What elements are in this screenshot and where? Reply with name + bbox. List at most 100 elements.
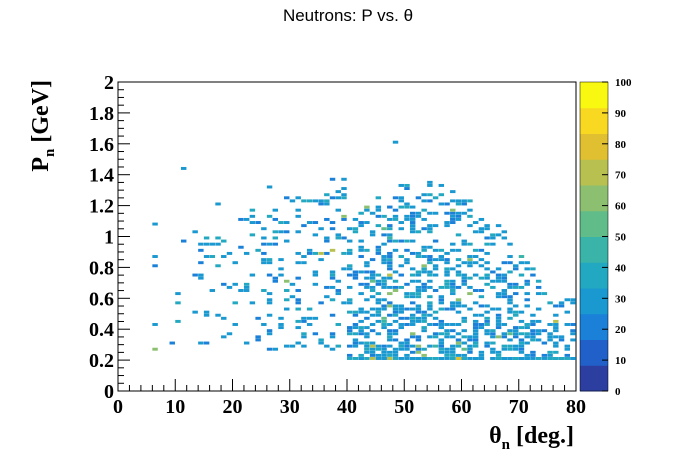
heatmap-cell — [387, 357, 393, 360]
heatmap-cell — [455, 202, 462, 206]
heatmap-cell — [392, 350, 399, 354]
heatmap-cell — [467, 199, 473, 203]
heatmap-cell — [467, 276, 473, 280]
heatmap-cell — [221, 316, 227, 320]
heatmap-cell — [324, 239, 330, 243]
heatmap-cell — [358, 282, 364, 286]
heatmap-cell — [432, 335, 439, 339]
heatmap-cell — [484, 304, 490, 308]
heatmap-cell — [478, 295, 485, 299]
heatmap-cell — [415, 350, 422, 354]
heatmap-cell — [289, 282, 296, 286]
heatmap-cell — [501, 279, 508, 283]
heatmap-cell — [513, 326, 519, 330]
heatmap-cell — [415, 255, 422, 258]
heatmap-cell — [518, 255, 525, 258]
heatmap-cell — [455, 304, 462, 308]
heatmap-cell — [306, 248, 313, 252]
heatmap-cell — [209, 289, 216, 292]
heatmap-cell — [209, 242, 216, 246]
heatmap-cell — [438, 338, 445, 342]
heatmap-cell — [432, 289, 439, 292]
heatmap-cell — [409, 350, 416, 354]
heatmap-cell — [375, 301, 382, 305]
heatmap-cell — [335, 236, 341, 240]
heatmap-cell — [432, 344, 439, 348]
heatmap-cell — [198, 242, 204, 246]
heatmap-cell — [478, 323, 485, 326]
heatmap-cell — [507, 344, 513, 348]
heatmap-cell — [524, 261, 530, 265]
heatmap-cell — [438, 301, 445, 305]
heatmap-cell — [472, 248, 479, 252]
heatmap-cell — [409, 313, 416, 317]
heatmap-cell — [472, 323, 479, 326]
heatmap-cell — [387, 301, 393, 305]
heatmap-cell — [404, 353, 410, 357]
heatmap-cell — [409, 230, 416, 234]
heatmap-cell — [553, 304, 559, 308]
heatmap-cell — [415, 214, 422, 218]
heatmap-cell — [266, 329, 273, 333]
heatmap-cell — [495, 276, 502, 280]
heatmap-cell — [450, 285, 456, 289]
heatmap-cell — [243, 282, 250, 286]
heatmap-cell — [421, 270, 427, 274]
heatmap-cell — [507, 301, 513, 305]
heatmap-cell — [381, 357, 387, 360]
heatmap-cell — [438, 357, 445, 360]
heatmap-cell — [415, 335, 422, 339]
heatmap-cell — [243, 285, 250, 289]
heatmap-cell — [455, 199, 462, 203]
heatmap-cell — [409, 295, 416, 299]
heatmap-cell — [369, 347, 376, 351]
heatmap-cell — [404, 316, 410, 320]
heatmap-cell — [352, 341, 359, 345]
colorbar-tick-label: 10 — [615, 355, 627, 367]
heatmap-cell — [495, 323, 502, 326]
heatmap-cell — [404, 258, 410, 262]
heatmap-cell — [375, 319, 382, 323]
heatmap-cell — [329, 196, 336, 200]
heatmap-cell — [398, 304, 404, 308]
heatmap-cell — [450, 190, 456, 194]
heatmap-cell — [324, 251, 330, 255]
heatmap-cell — [484, 310, 490, 314]
heatmap-cell — [358, 326, 364, 330]
heatmap-cell — [450, 344, 456, 348]
heatmap-cell — [278, 221, 284, 224]
heatmap-cell — [472, 221, 479, 224]
heatmap-cell — [450, 289, 456, 292]
heatmap-cell — [409, 227, 416, 231]
heatmap-cell — [381, 323, 387, 326]
heatmap-cell — [329, 248, 336, 252]
heatmap-cell — [364, 285, 370, 289]
heatmap-cell — [409, 267, 416, 271]
heatmap-cell — [421, 313, 427, 317]
heatmap-cell — [375, 205, 382, 209]
heatmap-cell — [312, 332, 319, 336]
heatmap-cell — [570, 323, 576, 326]
heatmap-cell — [289, 344, 296, 348]
heatmap-cell — [324, 285, 330, 289]
heatmap-cell — [535, 338, 542, 342]
heatmap-cell — [364, 347, 370, 351]
colorbar-segment — [580, 185, 608, 212]
heatmap-cell — [444, 211, 450, 215]
heatmap-cell — [530, 332, 536, 336]
heatmap-cell — [203, 236, 210, 240]
heatmap-cell — [472, 344, 479, 348]
heatmap-cell — [467, 347, 473, 351]
heatmap-cell — [501, 273, 508, 277]
heatmap-cell — [450, 221, 456, 224]
heatmap-cell — [518, 326, 525, 330]
heatmap-cell — [455, 341, 462, 345]
heatmap-cell — [524, 304, 530, 308]
heatmap-cell — [329, 273, 336, 277]
heatmap-cell — [175, 301, 181, 305]
colorbar-tick-label: 40 — [615, 262, 627, 274]
heatmap-cell — [369, 270, 376, 274]
heatmap-cell — [409, 221, 416, 224]
x-axis-label: θn [deg.] — [489, 423, 574, 453]
heatmap-cell — [152, 255, 158, 258]
